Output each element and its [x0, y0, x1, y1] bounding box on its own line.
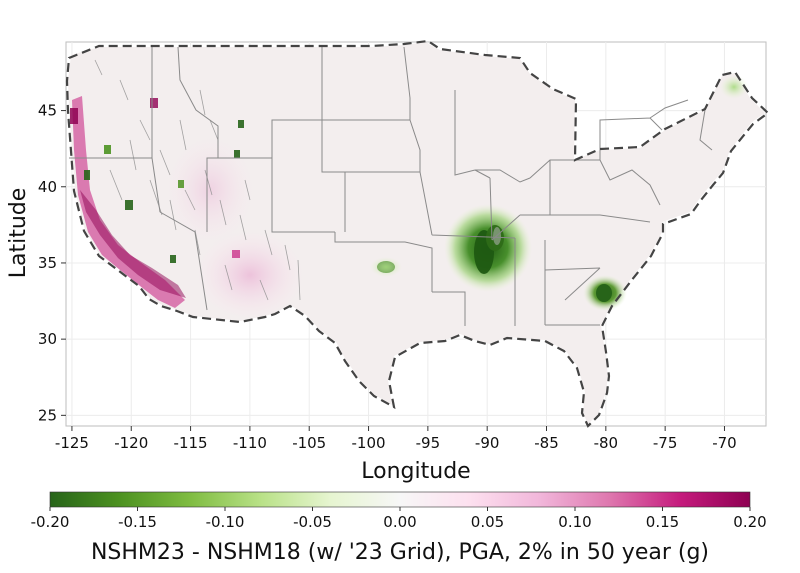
colorbar — [49, 491, 751, 508]
conus-land — [68, 42, 765, 424]
x-tick-label: -100 — [352, 434, 386, 452]
x-tick-label: -125 — [55, 434, 89, 452]
x-tick-label: -105 — [292, 434, 326, 452]
x-axis-ticks: -125 -120 -115 -110 -105 -100 -95 -90 -85 -80 -75 -… — [55, 426, 737, 452]
x-tick-label: -110 — [233, 434, 267, 452]
y-tick-label: 30 — [38, 330, 57, 348]
x-axis-title: Longitude — [361, 459, 470, 484]
colorbar-tick-label: -0.10 — [206, 513, 245, 531]
x-tick-label: -115 — [174, 434, 208, 452]
x-tick-label: -90 — [475, 434, 500, 452]
colorbar-tick-label: -0.20 — [31, 513, 70, 531]
conus-outline-dashed — [65, 39, 770, 428]
y-tick-label: 40 — [38, 178, 57, 196]
colorbar-tick-label: -0.05 — [293, 513, 332, 531]
x-tick-label: -85 — [534, 434, 559, 452]
state-borders — [69, 46, 713, 326]
x-tick-label: -95 — [416, 434, 441, 452]
colorbar-tick-label: 0.15 — [646, 513, 679, 531]
colorbar-ticks: -0.20 -0.15 -0.10 -0.05 0.00 0.05 0.10 0.15 0.20 — [31, 507, 767, 531]
x-tick-label: -70 — [712, 434, 737, 452]
y-axis-ticks: 25 30 35 40 45 — [38, 102, 66, 424]
x-tick-label: -80 — [594, 434, 619, 452]
y-tick-label: 35 — [38, 254, 57, 272]
y-axis-title: Latitude — [6, 188, 31, 279]
fault-traces — [94, 59, 301, 301]
y-tick-label: 45 — [38, 102, 57, 120]
x-tick-label: -75 — [653, 434, 678, 452]
hazard-difference-overlay — [70, 75, 748, 320]
colorbar-title: NSHM23 - NSHM18 (w/ '23 Grid), PGA, 2% i… — [91, 540, 709, 565]
colorbar-tick-label: -0.15 — [118, 513, 157, 531]
colorbar-tick-label: 0.05 — [471, 513, 504, 531]
colorbar-tick-label: 0.10 — [558, 513, 591, 531]
x-tick-label: -120 — [114, 434, 148, 452]
colorbar-tick-label: 0.20 — [733, 513, 766, 531]
colorbar-tick-label: 0.00 — [383, 513, 416, 531]
y-tick-label: 25 — [38, 406, 57, 424]
